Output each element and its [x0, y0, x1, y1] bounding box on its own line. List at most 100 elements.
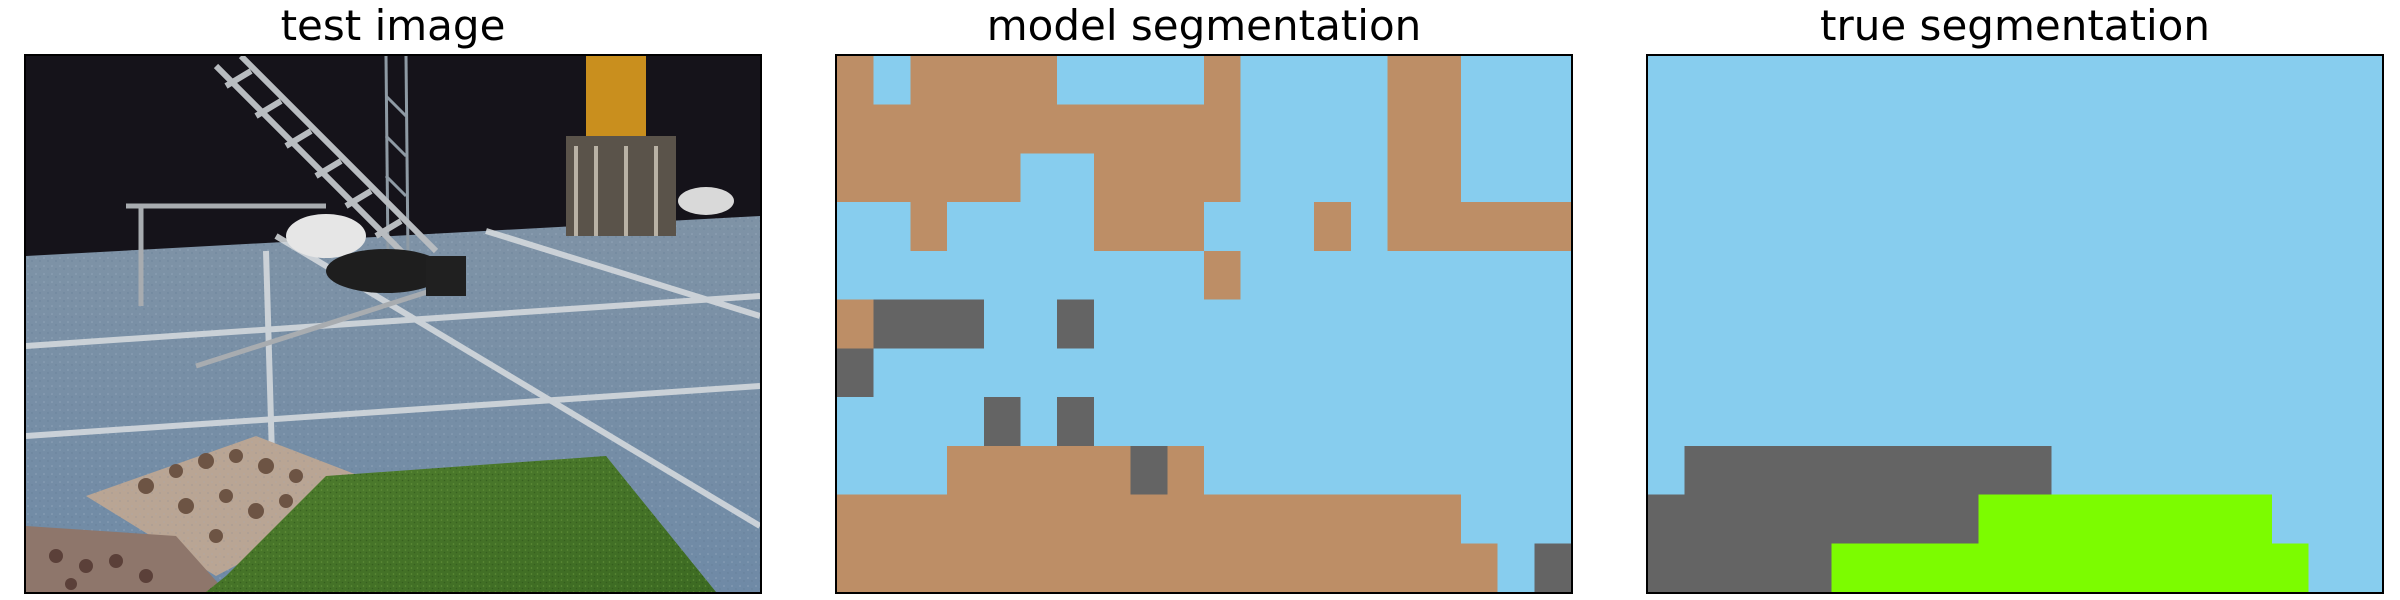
segment-cell — [1314, 397, 1352, 447]
segment-cell — [2015, 153, 2053, 204]
segment-cell — [1314, 348, 1352, 399]
segment-cell — [1904, 104, 1943, 155]
segment-cell — [910, 445, 948, 496]
segment-cell — [1130, 153, 1169, 204]
segment-cell — [910, 202, 948, 252]
segment-cell — [1314, 202, 1352, 252]
segment-cell — [1093, 104, 1132, 155]
segment-cell — [2235, 397, 2273, 447]
segment-cell — [1167, 104, 1205, 155]
segment-cell — [873, 153, 912, 204]
segment-cell — [1794, 397, 1833, 447]
segment-cell — [1204, 348, 1242, 399]
segment-cell — [2088, 299, 2126, 350]
segment-cell — [1240, 299, 1279, 350]
segment-cell — [1057, 348, 1095, 399]
segment-cell — [2235, 494, 2273, 545]
segment-cell — [1794, 202, 1833, 252]
segment-cell — [1868, 299, 1906, 350]
segment-cell — [2015, 494, 2053, 545]
segment-cell — [1648, 250, 1686, 301]
segment-cell — [873, 250, 912, 301]
segment-cell — [1424, 202, 1462, 252]
segment-cell — [1387, 494, 1425, 545]
segment-cell — [2235, 104, 2273, 155]
segment-cell — [2088, 494, 2126, 545]
segment-cell — [2125, 250, 2163, 301]
segment-cell — [1758, 56, 1796, 106]
segment-cell — [873, 543, 912, 592]
segment-cell — [1204, 445, 1242, 496]
segment-cell — [2088, 202, 2126, 252]
segment-cell — [1424, 104, 1462, 155]
segment-cell — [910, 104, 948, 155]
segment-cell — [1424, 348, 1462, 399]
segment-cell — [2345, 445, 2382, 496]
segment-cell — [1314, 445, 1352, 496]
segment-cell — [1130, 299, 1169, 350]
segment-cell — [1684, 299, 1723, 350]
segment-cell — [2308, 445, 2347, 496]
segment-cell — [1167, 494, 1205, 545]
segment-cell — [947, 299, 985, 350]
segment-cell — [1758, 543, 1796, 592]
segment-cell — [2088, 104, 2126, 155]
segment-cell — [1130, 348, 1169, 399]
segment-cell — [1387, 445, 1425, 496]
segment-cell — [1424, 445, 1462, 496]
segment-cell — [1350, 250, 1389, 301]
segment-cell — [1277, 153, 1315, 204]
segment-cell — [947, 104, 985, 155]
segment-cell — [2088, 445, 2126, 496]
segment-cell — [1167, 202, 1205, 252]
segment-cell — [910, 348, 948, 399]
segment-cell — [1277, 56, 1315, 106]
segment-cell — [2125, 543, 2163, 592]
segment-cell — [1277, 104, 1315, 155]
segment-cell — [2198, 104, 2236, 155]
segment-cell — [1240, 202, 1279, 252]
segment-cell — [2088, 250, 2126, 301]
segment-cell — [1831, 250, 1869, 301]
segment-cell — [1093, 250, 1132, 301]
segment-cell — [2125, 348, 2163, 399]
model-segmentation-grid — [837, 56, 1571, 592]
segment-cell — [1904, 348, 1943, 399]
segment-cell — [1460, 299, 1499, 350]
segment-cell — [1721, 56, 1759, 106]
segment-cell — [1684, 202, 1723, 252]
segment-cell — [2235, 543, 2273, 592]
segment-cell — [2345, 56, 2382, 106]
segment-cell — [2051, 397, 2090, 447]
segment-cell — [1240, 104, 1279, 155]
segment-cell — [1093, 153, 1132, 204]
segment-cell — [1387, 299, 1425, 350]
segment-cell — [1093, 56, 1132, 106]
segment-cell — [2015, 104, 2053, 155]
segment-cell — [837, 445, 875, 496]
segment-cell — [1941, 153, 1980, 204]
segment-cell — [1758, 494, 1796, 545]
segment-cell — [1314, 250, 1352, 301]
segment-cell — [2051, 348, 2090, 399]
segment-cell — [1167, 299, 1205, 350]
segment-cell — [2088, 153, 2126, 204]
segment-cell — [1277, 445, 1315, 496]
segment-cell — [2271, 543, 2310, 592]
segment-cell — [1167, 397, 1205, 447]
segment-cell — [1758, 250, 1796, 301]
segment-cell — [837, 348, 875, 399]
segment-cell — [2271, 56, 2310, 106]
segment-cell — [1460, 494, 1499, 545]
segment-cell — [1204, 250, 1242, 301]
segment-cell — [2198, 445, 2236, 496]
segment-cell — [2198, 494, 2236, 545]
segment-cell — [2125, 153, 2163, 204]
segment-cell — [1868, 153, 1906, 204]
segment-cell — [1130, 445, 1169, 496]
test-image-photo — [26, 56, 760, 592]
segment-cell — [2235, 250, 2273, 301]
segment-cell — [1057, 250, 1095, 301]
segment-cell — [1868, 445, 1906, 496]
segment-cell — [1240, 543, 1279, 592]
